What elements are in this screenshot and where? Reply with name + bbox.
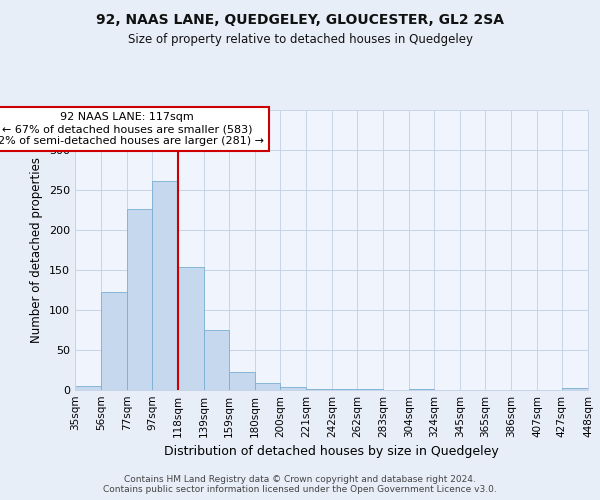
Bar [101,292,127,390]
Bar [178,267,204,390]
Bar [332,389,357,390]
Bar [306,389,332,390]
Bar [204,330,229,390]
Text: Size of property relative to detached houses in Quedgeley: Size of property relative to detached ho… [128,32,473,46]
Bar [255,383,280,390]
Text: 92, NAAS LANE, QUEDGELEY, GLOUCESTER, GL2 2SA: 92, NAAS LANE, QUEDGELEY, GLOUCESTER, GL… [96,12,504,26]
Bar [127,209,152,390]
Text: Contains HM Land Registry data © Crown copyright and database right 2024.
Contai: Contains HM Land Registry data © Crown c… [103,474,497,494]
Bar [229,372,255,390]
Bar [409,389,434,390]
Y-axis label: Number of detached properties: Number of detached properties [31,157,43,343]
Bar [280,387,306,390]
Bar [75,386,101,390]
Bar [152,181,178,390]
Text: 92 NAAS LANE: 117sqm
← 67% of detached houses are smaller (583)
32% of semi-deta: 92 NAAS LANE: 117sqm ← 67% of detached h… [0,112,263,146]
X-axis label: Distribution of detached houses by size in Quedgeley: Distribution of detached houses by size … [164,446,499,458]
Bar [357,389,383,390]
Bar [562,388,588,390]
